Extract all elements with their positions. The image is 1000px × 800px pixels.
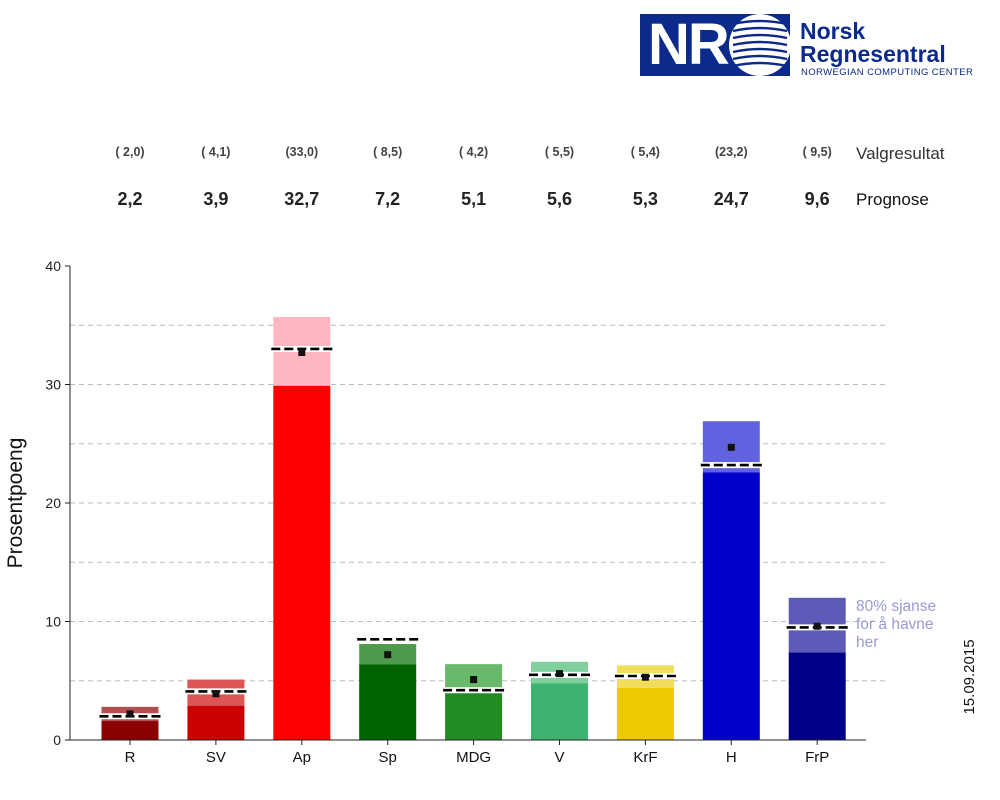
bar-mdg-base: [445, 692, 503, 740]
bar-h-base: [702, 472, 760, 740]
y-axis-label: Prosentpoeng: [4, 438, 27, 569]
result-label: (33,0): [285, 145, 318, 159]
y-tick-label: 0: [53, 732, 61, 748]
result-label: ( 9,5): [803, 145, 832, 159]
prognosis-marker: [470, 676, 478, 684]
prognosis-marker: [813, 622, 821, 630]
logo-globe-wave: [732, 40, 788, 47]
bar-sp-base: [359, 664, 417, 740]
logo-globe-wave: [732, 26, 788, 33]
prognosis-label: 5,6: [547, 189, 572, 209]
prognosis-marker: [212, 690, 220, 698]
result-label: (23,2): [715, 145, 748, 159]
result-label: ( 4,1): [201, 145, 230, 159]
prognosis-label: 2,2: [117, 189, 142, 209]
row-label-prognosis: Prognose: [856, 190, 929, 209]
result-label: ( 4,2): [459, 145, 488, 159]
result-label: ( 5,5): [545, 145, 574, 159]
result-label: ( 8,5): [373, 145, 402, 159]
annotation-line: for å havne: [856, 616, 934, 633]
axes: 0 10 20 30 40 R SV Ap Sp MDG V KrF H FrP: [45, 258, 866, 766]
result-label: ( 2,0): [115, 145, 144, 159]
x-tick-label: H: [726, 749, 737, 766]
bar-ap-base: [273, 385, 331, 740]
header-rows: ( 2,0) 2,2 ( 4,1) 3,9 (33,0) 32,7 ( 8,5) 7,2 ( 4…: [115, 144, 944, 209]
date-label: 15.09.2015: [961, 639, 978, 714]
prognosis-label: 32,7: [284, 189, 319, 209]
logo-globe-icon: [729, 14, 791, 76]
logo-mark: NR: [648, 12, 730, 77]
grid-lines: [70, 324, 886, 682]
prognosis-label: 3,9: [203, 189, 228, 209]
prognosis-label: 5,1: [461, 189, 486, 209]
logo-subtitle: NORWEGIAN COMPUTING CENTER: [801, 67, 974, 78]
x-tick-label: MDG: [456, 749, 491, 766]
y-tick-label: 40: [45, 258, 61, 274]
y-tick-label: 20: [45, 495, 61, 511]
prognosis-marker: [126, 710, 134, 718]
logo-name-line1: Norsk: [800, 18, 866, 44]
bar-sv-base: [187, 705, 245, 740]
annotation-line: her: [856, 634, 878, 651]
prognosis-label: 7,2: [375, 189, 400, 209]
bar-frp-base: [788, 652, 846, 740]
annotation-line: 80% sjanse: [856, 598, 936, 615]
x-tick-label: R: [125, 749, 136, 766]
row-label-result: Valgresultat: [856, 144, 945, 163]
prognosis-marker: [556, 670, 563, 678]
x-tick-label: FrP: [805, 749, 829, 766]
x-tick-label: V: [554, 749, 564, 766]
logo-globe-wave: [732, 47, 788, 54]
bars: [99, 316, 848, 740]
prognosis-label: 24,7: [714, 189, 749, 209]
logo-globe-wave: [732, 19, 788, 26]
prognosis-marker: [384, 651, 392, 659]
bar-r-base: [101, 721, 159, 740]
interval-annotation: 80% sjanse for å havne her: [856, 598, 936, 651]
logo-globe-wave: [732, 61, 788, 68]
logo-globe-wave: [732, 54, 788, 61]
y-tick-label: 30: [45, 377, 61, 393]
logo-name-line2: Regnesentral: [800, 41, 946, 67]
prognosis-marker: [298, 349, 306, 357]
x-tick-label: SV: [206, 749, 226, 766]
labels: Prosentpoeng 80% sjanse for å havne her 15.0…: [4, 438, 978, 715]
x-tick-label: Ap: [293, 749, 311, 766]
prognosis-label: 5,3: [633, 189, 658, 209]
prognosis-marker: [727, 443, 735, 451]
prognosis-marker: [641, 673, 649, 681]
prognosis-label: 9,6: [805, 189, 830, 209]
bar-krf-base: [616, 687, 674, 740]
bar-v-base: [531, 683, 588, 740]
y-tick-label: 10: [45, 614, 61, 630]
result-label: ( 5,4): [631, 145, 660, 159]
x-tick-label: Sp: [379, 749, 397, 766]
logo-globe-wave: [732, 33, 788, 40]
x-tick-label: KrF: [633, 749, 657, 766]
